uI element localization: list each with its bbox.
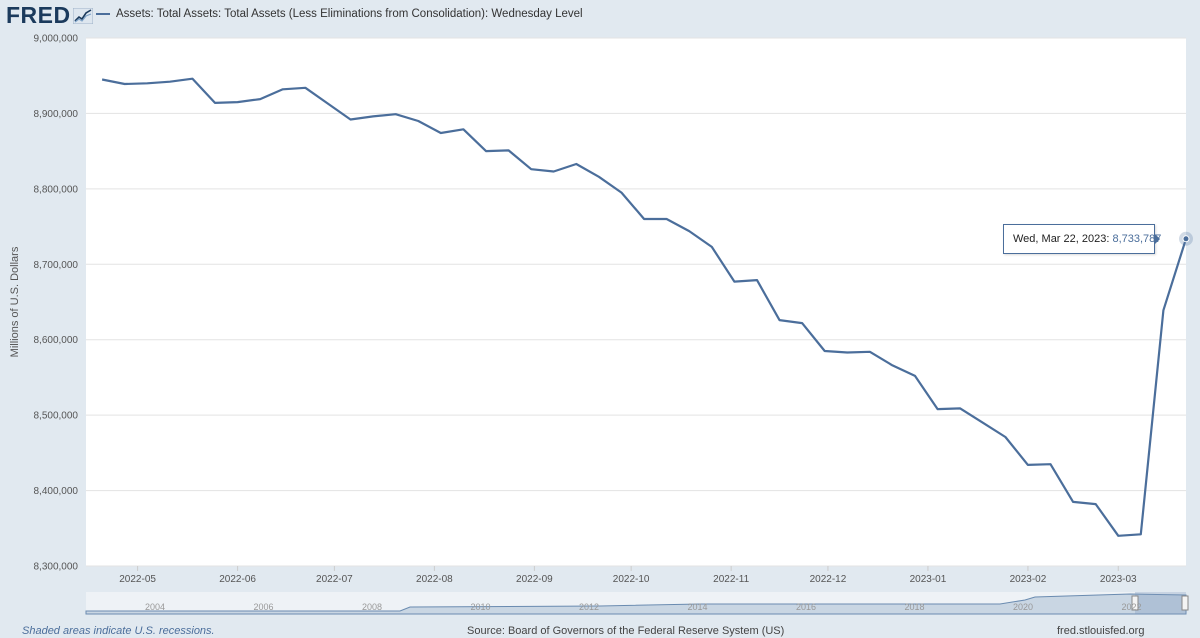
x-tick-label: 2022-10 xyxy=(613,574,650,585)
logo-text: FRED xyxy=(6,2,71,28)
recession-note: Shaded areas indicate U.S. recessions. xyxy=(22,625,215,637)
navigator-selection[interactable] xyxy=(1135,592,1186,614)
x-tick-label: 2022-06 xyxy=(219,574,256,585)
y-tick-label: 9,000,000 xyxy=(34,34,79,45)
y-tick-label: 8,700,000 xyxy=(34,260,79,271)
navigator-year-label: 2010 xyxy=(470,602,490,612)
legend-label: Assets: Total Assets: Total Assets (Less… xyxy=(116,8,583,20)
x-tick-label: 2023-03 xyxy=(1100,574,1137,585)
y-tick-label: 8,300,000 xyxy=(34,562,79,573)
navigator-year-label: 2016 xyxy=(796,602,816,612)
navigator-labels: 2004 2006 2008 2010 2012 2014 2016 2018 2020 2022 xyxy=(145,602,1142,612)
legend-swatch xyxy=(96,13,110,15)
navigator-year-label: 2020 xyxy=(1013,602,1033,612)
y-tick-label: 8,900,000 xyxy=(34,109,79,120)
y-tick-label: 8,800,000 xyxy=(34,184,79,195)
chart-header: FRED Assets: Total Assets: Total Assets … xyxy=(0,0,1200,32)
x-tick-label: 2022-08 xyxy=(416,574,453,585)
range-navigator[interactable]: 2004 2006 2008 2010 2012 2014 2016 2018 2020 2022 xyxy=(85,592,1189,615)
x-tick-label: 2023-02 xyxy=(1010,574,1047,585)
x-tick-label: 2022-11 xyxy=(713,574,749,585)
x-tick-label: 2022-07 xyxy=(316,574,353,585)
plot-area xyxy=(86,38,1186,566)
hover-point[interactable] xyxy=(1182,235,1190,243)
navigator-year-label: 2008 xyxy=(362,602,382,612)
site-link[interactable]: fred.stlouisfed.org xyxy=(1057,625,1145,637)
navigator-area xyxy=(85,593,1187,615)
navigator-year-label: 2004 xyxy=(145,602,165,612)
series-line xyxy=(101,77,1188,537)
x-tick-label: 2022-12 xyxy=(810,574,847,585)
navigator-year-label: 2012 xyxy=(579,602,599,612)
navigator-year-label: 2018 xyxy=(904,602,924,612)
data-tooltip: Wed, Mar 22, 2023: 8,733,787 xyxy=(1003,224,1161,254)
x-tick-label: 2022-05 xyxy=(119,574,156,585)
tooltip-value: 8,733,787 xyxy=(1112,233,1162,245)
source-credit: Source: Board of Governors of the Federa… xyxy=(467,625,785,637)
navigator-handle-right[interactable] xyxy=(1181,595,1189,611)
chart-footer: Shaded areas indicate U.S. recessions. S… xyxy=(0,622,1200,638)
x-axis: 2022-05 2022-06 2022-07 2022-08 2022-09 2022-… xyxy=(119,566,1137,585)
navigator-year-label: 2014 xyxy=(687,602,707,612)
tooltip-pointer xyxy=(1154,233,1160,245)
fred-logo[interactable]: FRED xyxy=(6,2,93,29)
navigator-year-label: 2022 xyxy=(1121,602,1141,612)
y-tick-label: 8,400,000 xyxy=(34,486,79,497)
navigator-year-label: 2006 xyxy=(253,602,273,612)
tooltip-date: Wed, Mar 22, 2023: xyxy=(1013,233,1110,245)
y-tick-label: 8,500,000 xyxy=(34,411,79,422)
logo-graph-icon xyxy=(72,7,93,24)
navigator-handle-left[interactable] xyxy=(1131,595,1139,611)
gridlines xyxy=(86,37,1186,567)
x-tick-label: 2022-09 xyxy=(516,574,553,585)
chart-legend[interactable]: Assets: Total Assets: Total Assets (Less… xyxy=(96,8,583,20)
y-axis: 8,300,000 8,400,000 8,500,000 8,600,000 8,70… xyxy=(34,34,79,573)
x-tick-label: 2023-01 xyxy=(910,574,947,585)
y-tick-label: 8,600,000 xyxy=(34,335,79,346)
y-axis-label: Millions of U.S. Dollars xyxy=(9,246,21,357)
